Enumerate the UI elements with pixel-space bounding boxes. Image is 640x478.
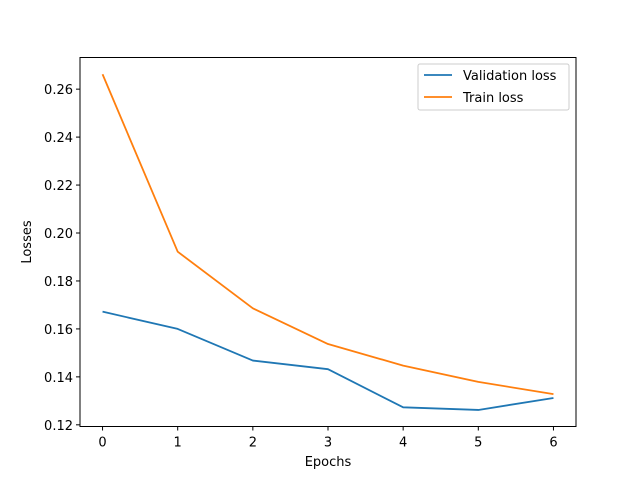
x-tick-label: 3 — [324, 436, 332, 451]
legend-label-train-loss: Train loss — [462, 91, 524, 106]
data-point-train-loss — [402, 365, 404, 367]
data-point-validation-loss — [477, 409, 479, 411]
plot-frame — [79, 57, 577, 427]
y-tick-label: 0.14 — [44, 371, 73, 386]
series-layer — [101, 73, 554, 411]
data-point-train-loss — [477, 381, 479, 383]
y-tick-label: 0.24 — [44, 131, 73, 146]
series-line-validation-loss — [102, 310, 554, 411]
data-point-validation-loss — [327, 368, 329, 370]
legend: Validation loss Train loss — [417, 63, 570, 111]
x-tick-label: 2 — [249, 436, 257, 451]
data-point-train-loss — [327, 343, 329, 345]
y-tick-label: 0.16 — [44, 323, 73, 338]
x-tick-label: 6 — [549, 436, 557, 451]
series-line-train-loss — [101, 73, 554, 396]
legend-frame — [417, 63, 570, 111]
x-tick-label: 4 — [399, 436, 407, 451]
y-tick-label: 0.22 — [44, 179, 73, 194]
y-axis: 0.12 0.14 0.16 0.18 0.20 0.22 0.24 0.26 — [44, 83, 80, 434]
data-point-train-loss — [552, 393, 554, 395]
data-point-validation-loss — [552, 397, 554, 399]
x-tick-label: 1 — [174, 436, 182, 451]
legend-label-validation-loss: Validation loss — [463, 69, 557, 84]
y-tick-label: 0.20 — [44, 227, 73, 242]
x-axis: 0 1 2 3 4 5 6 — [98, 426, 558, 451]
data-point-train-loss — [102, 73, 104, 75]
data-point-validation-loss — [402, 406, 404, 408]
x-tick-label: 0 — [98, 436, 106, 451]
data-point-validation-loss — [102, 311, 104, 313]
data-point-train-loss — [177, 251, 179, 253]
x-tick-label: 5 — [474, 436, 482, 451]
data-point-validation-loss — [252, 360, 254, 362]
y-tick-label: 0.26 — [44, 83, 73, 98]
data-point-validation-loss — [177, 328, 179, 330]
x-axis-label: Epochs — [305, 455, 352, 470]
y-tick-label: 0.12 — [44, 419, 73, 434]
data-point-train-loss — [252, 307, 254, 309]
y-tick-label: 0.18 — [44, 275, 73, 290]
y-axis-label: Losses — [20, 220, 35, 264]
